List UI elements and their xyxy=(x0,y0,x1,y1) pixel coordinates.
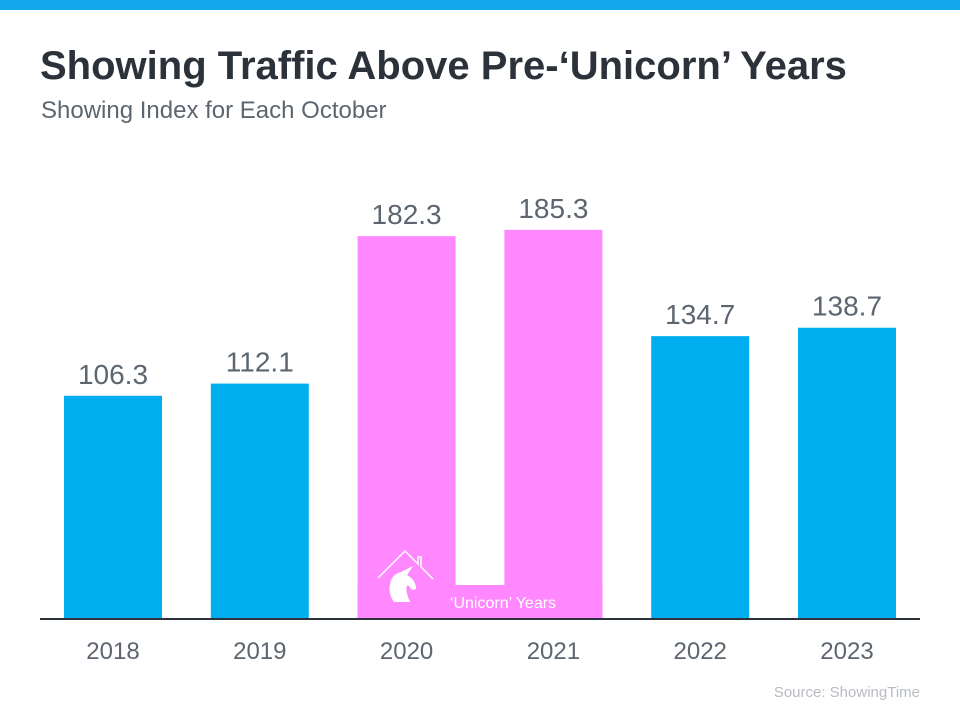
x-tick-label-2018: 2018 xyxy=(86,638,139,665)
data-label-2021: 185.3 xyxy=(518,193,588,224)
data-label-2023: 138.7 xyxy=(812,291,882,322)
chart-title: Showing Traffic Above Pre-‘Unicorn’ Year… xyxy=(40,44,847,88)
x-tick-label-2020: 2020 xyxy=(380,638,433,665)
bar-2021 xyxy=(504,229,603,619)
data-label-2019: 112.1 xyxy=(226,347,294,378)
source-note: Source: ShowingTime xyxy=(773,684,920,701)
bar-2020 xyxy=(357,236,456,620)
unicorn-house-icon xyxy=(377,549,434,602)
data-label-2020: 182.3 xyxy=(372,199,442,230)
data-label-2022: 134.7 xyxy=(665,299,735,330)
chart-subtitle: Showing Index for Each October xyxy=(41,97,387,124)
x-tick-label-2023: 2023 xyxy=(820,638,873,665)
bar-2022 xyxy=(651,336,750,619)
top-accent-bar xyxy=(0,0,960,10)
bar-2023 xyxy=(798,327,896,619)
bar-2019 xyxy=(210,383,309,619)
x-tick-label-2021: 2021 xyxy=(527,638,580,665)
unicorn-years-label: ‘Unicorn’ Years xyxy=(450,595,556,612)
x-tick-label-2019: 2019 xyxy=(233,638,286,665)
data-label-2018: 106.3 xyxy=(78,359,148,390)
bar-2018 xyxy=(64,395,162,619)
x-tick-label-2022: 2022 xyxy=(674,638,727,665)
